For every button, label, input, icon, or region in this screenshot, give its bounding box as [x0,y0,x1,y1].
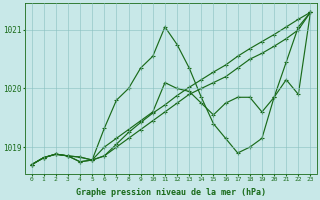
X-axis label: Graphe pression niveau de la mer (hPa): Graphe pression niveau de la mer (hPa) [76,188,266,197]
